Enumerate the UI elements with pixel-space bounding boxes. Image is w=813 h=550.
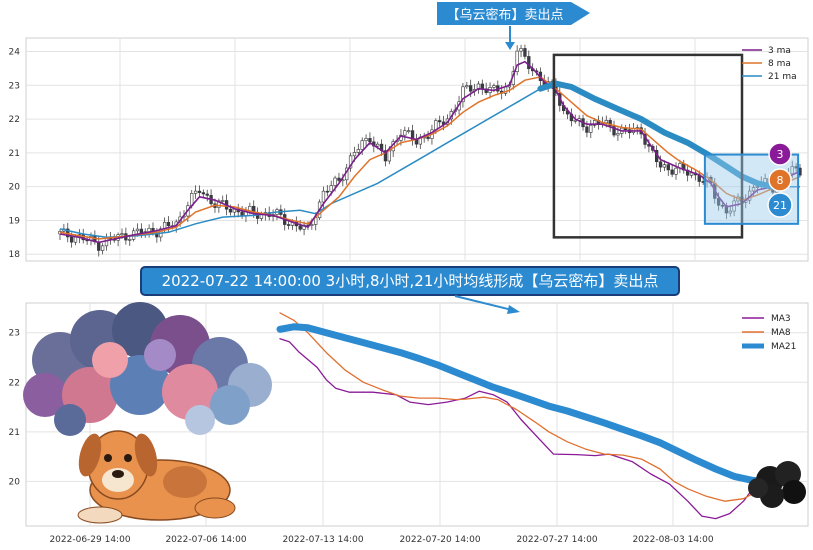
x-tick-label: 2022-07-27 14:00 — [516, 535, 597, 545]
y-tick-label: 19 — [9, 216, 21, 226]
ma-legend: MA3 MA8 MA21 — [742, 314, 796, 352]
ma-x-ticks: 2022-06-29 14:00 2022-07-06 14:00 2022-07-… — [49, 535, 713, 545]
candle — [69, 232, 74, 248]
x-tick-label: 2022-06-29 14:00 — [49, 535, 130, 545]
ma3-badge-label: 3 — [777, 148, 784, 161]
ma-badges: 3 8 21 — [767, 142, 793, 218]
candle — [461, 83, 465, 108]
ma21-badge — [767, 192, 793, 218]
x-tick-label: 2022-07-20 14:00 — [399, 535, 480, 545]
candle — [666, 161, 670, 176]
ma21-line — [276, 323, 766, 485]
candle — [670, 164, 674, 178]
candle — [364, 134, 368, 146]
candle — [589, 119, 593, 139]
y-tick-label: 18 — [9, 250, 21, 260]
candle — [527, 50, 531, 75]
bottom-callout-arrowhead — [507, 305, 520, 314]
candle — [438, 115, 442, 127]
top-callout-arrowhead — [505, 42, 515, 50]
candle — [201, 189, 206, 198]
candlestick-legend: 3 ma 8 ma 21 ma — [742, 46, 797, 82]
legend-label: 8 ma — [768, 59, 791, 69]
top-callout-banner — [437, 2, 590, 25]
ma8-line — [279, 312, 763, 502]
y-tick-label: 21 — [9, 428, 20, 438]
bottom-callout: 2022-07-22 14:00:00 3小时,8小时,21小时均线形成【乌云密… — [140, 266, 680, 314]
ma-line-panel: 20 21 22 23 2022-06-29 14:00 2022-07-06 14:0… — [9, 266, 809, 545]
candle — [728, 205, 732, 217]
y-tick-label: 20 — [9, 183, 21, 193]
ma21-badge-label: 21 — [773, 199, 787, 212]
x-tick-label: 2022-07-06 14:00 — [165, 535, 246, 545]
dog-illustration — [77, 430, 236, 524]
x-tick-label: 2022-07-13 14:00 — [282, 535, 363, 545]
ma8-badge-label: 8 — [777, 174, 784, 187]
candle — [403, 126, 407, 141]
candlestick-panel: 18 19 20 21 22 23 24 3 ma 8 ma 21 ma 3 8 21 【乌云密… — [9, 2, 809, 262]
legend-label: 21 ma — [768, 72, 797, 82]
y-tick-label: 23 — [9, 81, 20, 91]
candle — [465, 81, 469, 89]
ma3-line — [59, 60, 801, 244]
candle — [407, 127, 411, 134]
y-tick-label: 23 — [9, 329, 20, 339]
y-tick-label: 22 — [9, 378, 20, 388]
x-tick-label: 2022-08-03 14:00 — [632, 535, 713, 545]
ma3-line — [279, 338, 763, 520]
y-tick-label: 22 — [9, 115, 20, 125]
candle — [674, 162, 678, 180]
candle — [100, 243, 105, 255]
candlestick-y-ticks: 18 19 20 21 22 23 24 — [9, 48, 21, 261]
candle — [348, 152, 353, 172]
candle — [286, 220, 291, 230]
ma8-line — [59, 76, 801, 240]
candle — [221, 195, 225, 205]
candle — [193, 185, 198, 199]
bottom-callout-box — [140, 266, 680, 296]
candle — [515, 45, 519, 76]
top-callout-text: 【乌云密布】卖出点 — [446, 7, 563, 23]
ma8-badge — [768, 168, 792, 192]
candle — [205, 189, 209, 202]
legend-label: MA21 — [771, 342, 796, 352]
ma-lines — [276, 312, 766, 520]
bottom-callout-text: 2022-07-22 14:00:00 3小时,8小时,21小时均线形成【乌云密… — [162, 272, 659, 290]
cloud-illustration — [23, 302, 272, 436]
ma3-badge — [768, 142, 792, 166]
candlestick-plot-area — [25, 37, 809, 262]
legend-label: MA3 — [771, 314, 791, 324]
y-tick-label: 21 — [9, 149, 20, 159]
top-callout: 【乌云密布】卖出点 — [437, 2, 590, 50]
sell-region-box — [552, 53, 744, 239]
candle — [356, 143, 360, 156]
candle — [128, 235, 132, 246]
candle — [325, 185, 329, 197]
candle — [197, 185, 202, 198]
y-tick-label: 20 — [9, 477, 21, 487]
candle — [519, 44, 523, 58]
candle — [383, 144, 388, 167]
bottom-callout-pointer — [454, 295, 513, 311]
ma-y-ticks: 20 21 22 23 — [9, 329, 21, 488]
legend-label: MA8 — [771, 328, 791, 338]
y-tick-label: 24 — [9, 48, 21, 58]
candle — [337, 172, 341, 184]
candle — [523, 44, 527, 60]
legend-label: 3 ma — [768, 46, 791, 56]
storm-cloud-icon — [748, 461, 806, 508]
